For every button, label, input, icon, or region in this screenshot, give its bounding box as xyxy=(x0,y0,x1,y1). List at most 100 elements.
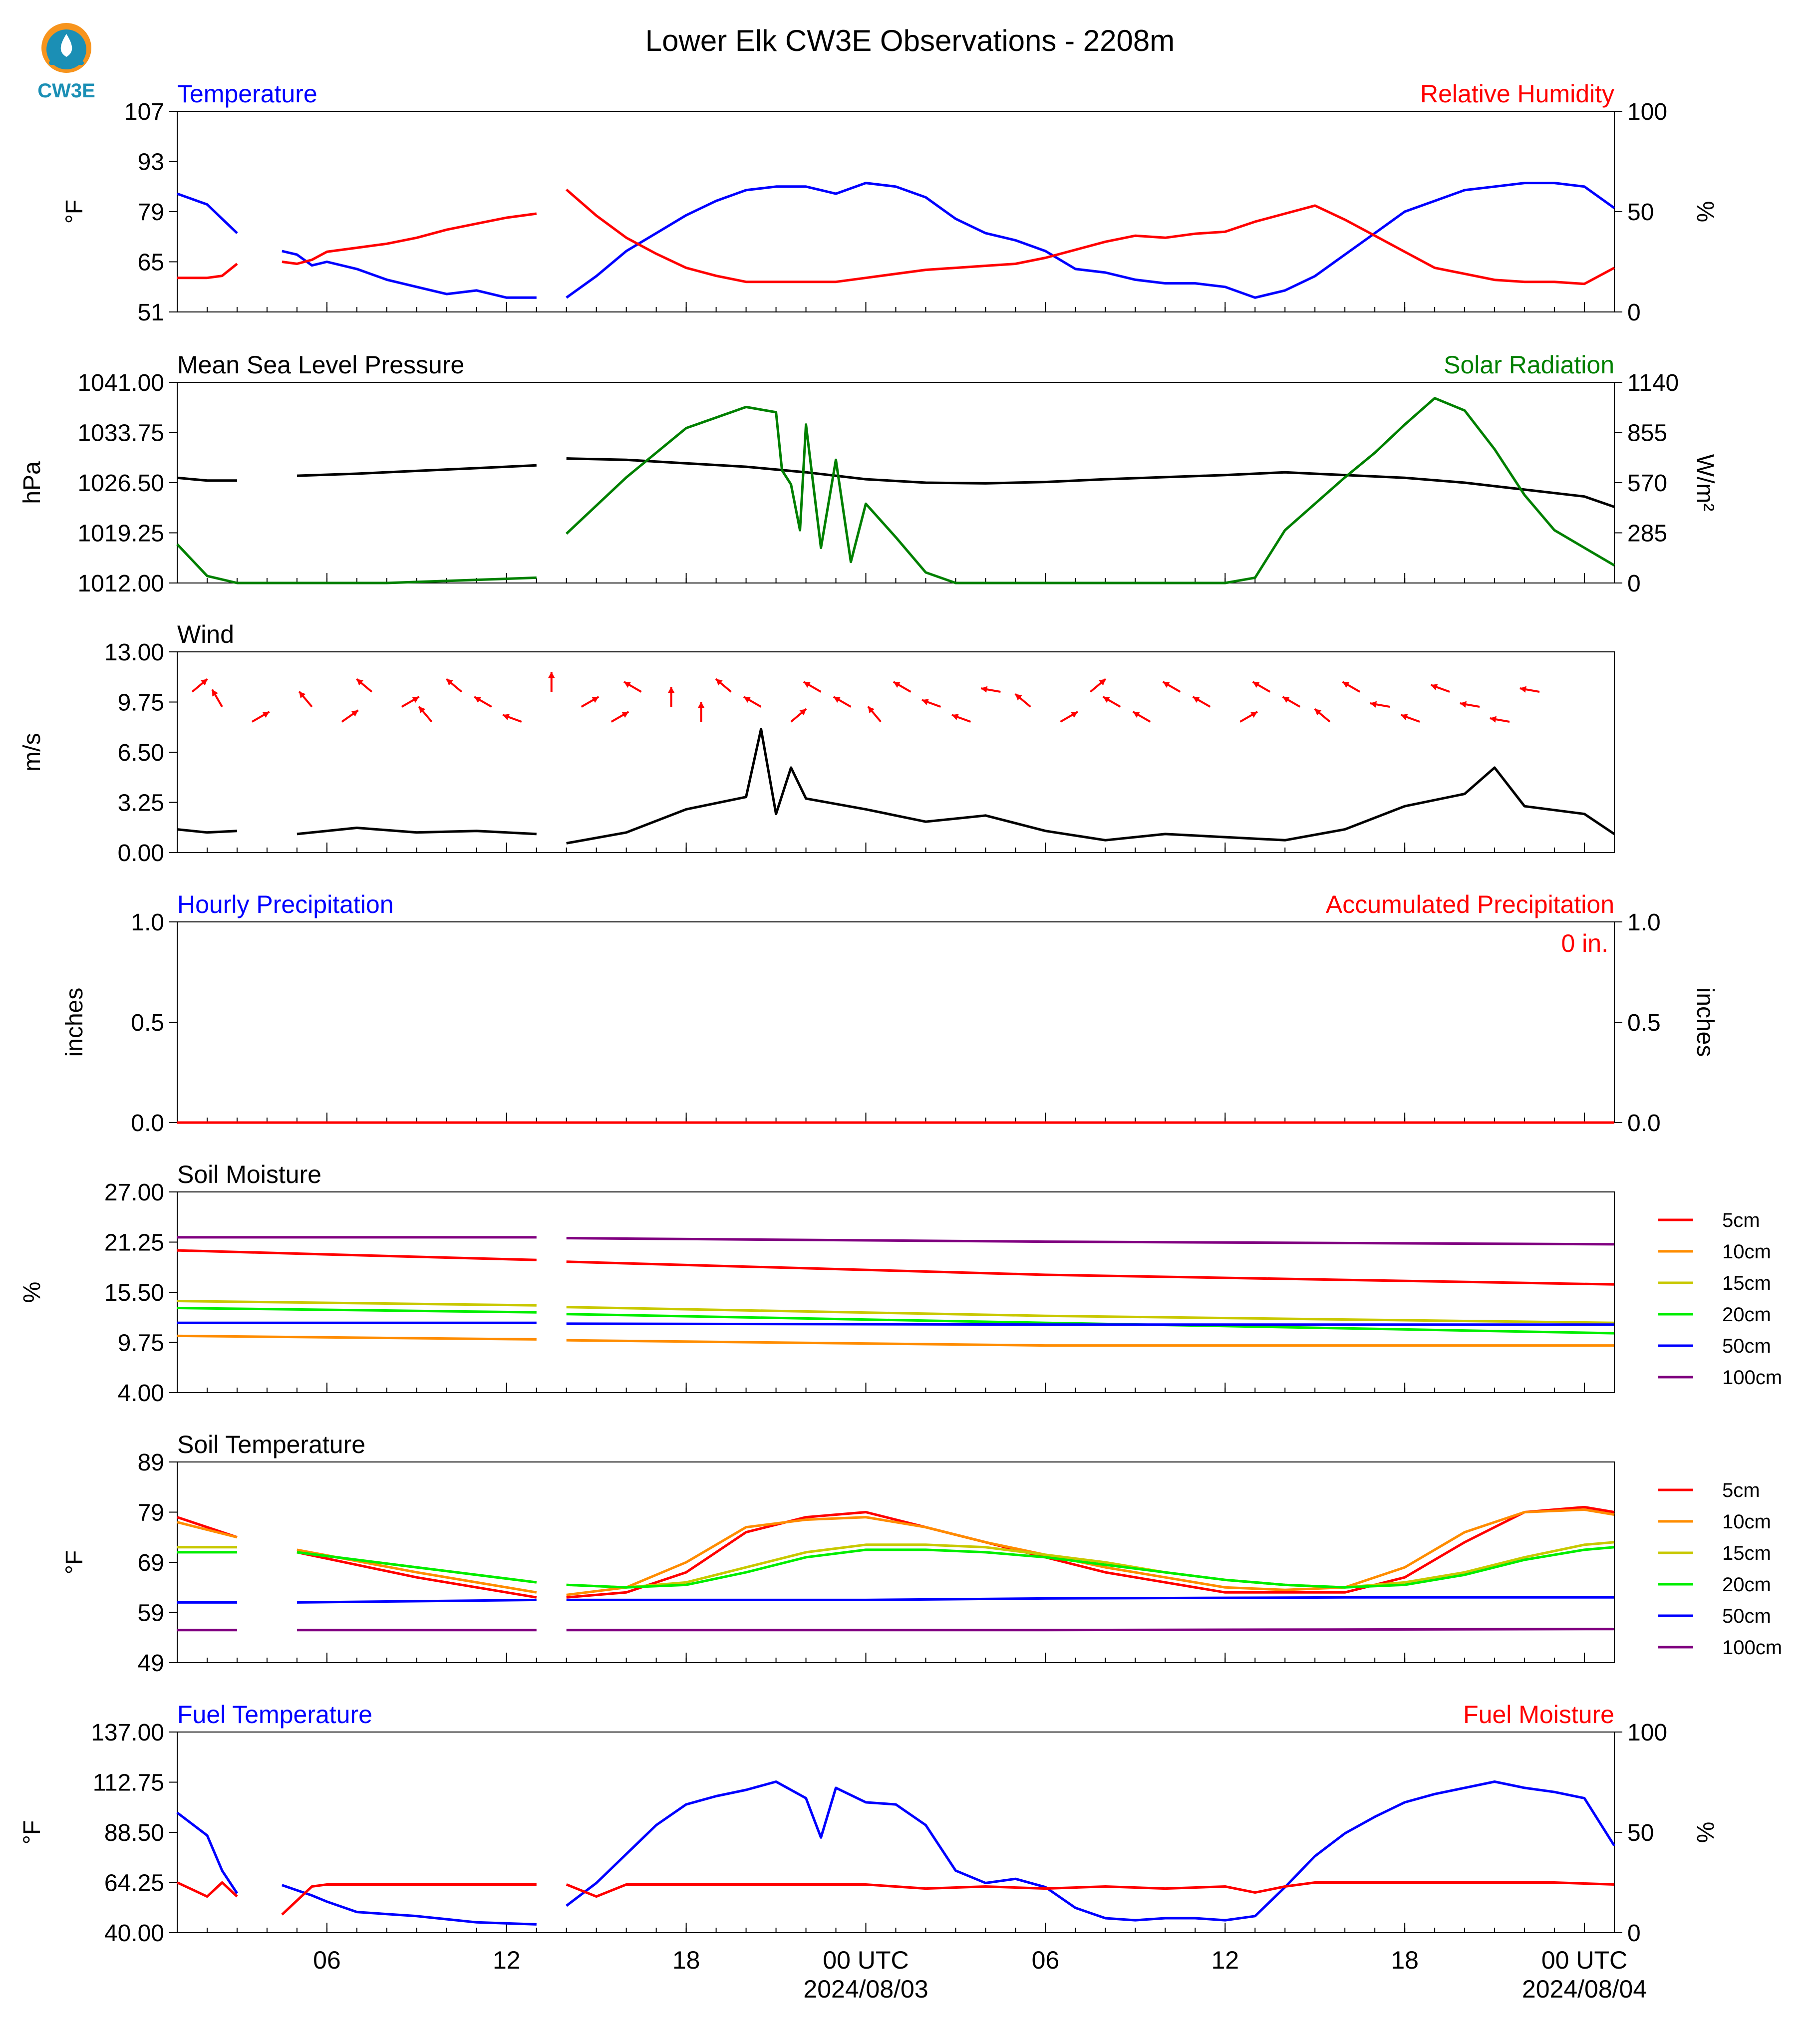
panel-title-left: Wind xyxy=(177,620,234,648)
y-tick-label-right: 1140 xyxy=(1627,370,1679,396)
y-axis-label-left: m/s xyxy=(19,733,45,771)
series-line-2 xyxy=(176,1881,1615,1916)
series-line-100cm xyxy=(177,1236,1615,1246)
legend-label: 10cm xyxy=(1722,1511,1771,1533)
wind-arrow-head xyxy=(1519,686,1526,693)
y-tick-label-right: 0.0 xyxy=(1627,1110,1661,1137)
y-tick-label-left: 59 xyxy=(138,1600,164,1627)
series-line-1 xyxy=(177,457,1615,508)
wind-arrow-head xyxy=(351,710,358,717)
y-tick-label-right: 0 xyxy=(1627,1920,1641,1947)
wind-arrow-head xyxy=(474,697,482,703)
y-axis-label-left: % xyxy=(19,1282,45,1303)
series-line-50cm xyxy=(177,1321,1614,1326)
panel-7: Fuel Temperature Fuel Moisture 137.00 112.7… xyxy=(19,1701,1718,1947)
y-axis-label-left: °F xyxy=(61,200,88,224)
y-tick-label-left: 3.25 xyxy=(118,790,164,817)
y-tick-label-left: 49 xyxy=(138,1650,164,1677)
wind-arrow-head xyxy=(1250,712,1257,718)
y-tick-label-left: 0.5 xyxy=(131,1010,164,1036)
x-tick-date: 2024/08/04 xyxy=(1522,1975,1647,2003)
y-tick-label-left: 88.50 xyxy=(104,1820,164,1846)
y-tick-label-left: 1041.00 xyxy=(77,370,164,396)
y-axis-label-right: W/m² xyxy=(1692,454,1718,512)
x-tick-label: 06 xyxy=(1032,1946,1060,1974)
panel-title-left: Hourly Precipitation xyxy=(177,890,394,918)
y-tick-label-left: 4.00 xyxy=(118,1380,164,1407)
y-tick-label-right: 100 xyxy=(1627,1720,1667,1746)
y-tick-label-left: 65 xyxy=(138,250,164,276)
y-tick-label-left: 79 xyxy=(138,1500,164,1526)
panel-3: Wind 13.00 9.75 6.50 3.25 0.00 m/s xyxy=(19,620,1615,867)
panel-title-left: Mean Sea Level Pressure xyxy=(177,351,464,379)
wind-arrow-head xyxy=(833,697,841,703)
series-line-2 xyxy=(176,397,1615,584)
figure-title: Lower Elk CW3E Observations - 2208m xyxy=(645,24,1175,57)
wind-arrow-head xyxy=(981,686,988,693)
y-tick-label-left: 64.25 xyxy=(104,1870,164,1897)
legend-label: 50cm xyxy=(1722,1605,1771,1627)
y-tick-label-left: 27.00 xyxy=(104,1179,164,1206)
logo-text: CW3E xyxy=(37,80,95,102)
panel-title-right: Solar Radiation xyxy=(1444,351,1614,379)
x-tick-label: 18 xyxy=(672,1946,700,1974)
plot-frame xyxy=(177,1461,1615,1663)
y-tick-label-left: 0.00 xyxy=(118,840,164,867)
wind-arrow-head xyxy=(1460,701,1467,708)
y-tick-label-right: 1.0 xyxy=(1627,909,1661,936)
wind-arrow-head xyxy=(1370,701,1377,708)
y-tick-label-left: 9.75 xyxy=(118,1330,164,1357)
y-axis-label-left: °F xyxy=(61,1550,88,1575)
wind-arrow-head xyxy=(1071,712,1078,718)
wind-arrow-head xyxy=(799,709,807,716)
x-tick-label: 00 UTC xyxy=(1541,1946,1627,1974)
legend-label: 100cm xyxy=(1722,1637,1782,1659)
wind-arrow-head xyxy=(212,689,218,697)
legend-label: 100cm xyxy=(1722,1367,1782,1389)
wind-arrow-head xyxy=(1252,682,1260,688)
y-axis-label-right: % xyxy=(1692,1822,1718,1843)
wind-arrow-head xyxy=(1342,682,1350,688)
y-tick-label-left: 13.00 xyxy=(104,639,164,666)
wind-arrow-head xyxy=(503,714,510,720)
y-tick-label-right: 100 xyxy=(1627,99,1667,125)
wind-arrow-head xyxy=(868,706,875,714)
y-tick-label-left: 1026.50 xyxy=(77,470,164,497)
y-tick-label-left: 93 xyxy=(138,149,164,176)
wind-arrow-head xyxy=(356,679,363,686)
legend-label: 20cm xyxy=(1722,1574,1771,1596)
series-line-100cm xyxy=(177,1628,1615,1632)
y-tick-label-right: 50 xyxy=(1627,199,1654,226)
wind-arrow-head xyxy=(1015,694,1022,701)
series-line-20cm xyxy=(177,1546,1615,1589)
legend-label: 15cm xyxy=(1722,1272,1771,1294)
wind-arrow-head xyxy=(803,682,811,688)
y-axis-label-right: % xyxy=(1692,201,1718,223)
wind-arrow-head xyxy=(1193,697,1200,703)
panel-title-left: Soil Temperature xyxy=(177,1431,365,1458)
y-tick-label-right: 570 xyxy=(1627,470,1667,497)
wind-arrow-head xyxy=(419,706,426,714)
y-tick-label-right: 50 xyxy=(1627,1820,1654,1846)
series-line-2 xyxy=(177,188,1615,286)
y-tick-label-left: 21.25 xyxy=(104,1230,164,1256)
y-tick-label-left: 15.50 xyxy=(104,1280,164,1306)
y-tick-label-right: 0 xyxy=(1627,571,1641,597)
x-tick-label: 06 xyxy=(313,1946,341,1974)
series-line-5cm xyxy=(177,1249,1615,1286)
y-tick-label-left: 79 xyxy=(138,199,164,226)
y-tick-label-left: 6.50 xyxy=(118,740,164,766)
y-axis-label-left: inches xyxy=(61,988,88,1057)
panel-title-left: Temperature xyxy=(177,80,317,108)
cw3e-logo: CW3E xyxy=(37,23,95,102)
wind-arrow-head xyxy=(621,712,629,718)
panel-title-left: Soil Moisture xyxy=(177,1160,321,1188)
y-tick-label-left: 137.00 xyxy=(91,1720,164,1746)
wind-arrow-head xyxy=(1103,697,1110,703)
series-line-1 xyxy=(176,1780,1616,1926)
y-tick-label-left: 1.0 xyxy=(131,909,164,936)
y-tick-label-left: 1019.25 xyxy=(77,521,164,547)
wind-arrow-head xyxy=(715,679,723,686)
series-line-15cm xyxy=(177,1300,1615,1324)
y-tick-label-right: 855 xyxy=(1627,420,1667,447)
